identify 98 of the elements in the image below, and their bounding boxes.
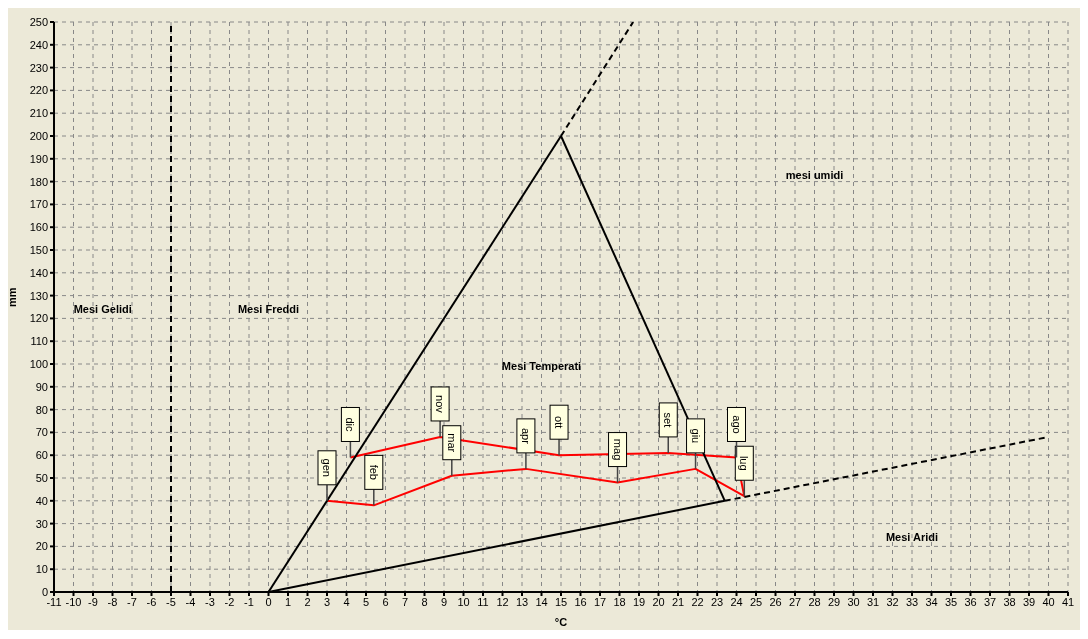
annotation: giu — [689, 428, 702, 444]
y-tick-label: 80 — [35, 403, 48, 416]
annotation: ago — [730, 415, 743, 434]
x-tick-label: 4 — [343, 595, 350, 608]
x-tick-label: 10 — [457, 595, 470, 608]
y-tick-label: 140 — [29, 266, 48, 279]
x-tick-label: 40 — [1042, 595, 1055, 608]
x-tick-label: 37 — [983, 595, 997, 608]
x-tick-label: -8 — [107, 595, 118, 608]
x-tick-label: 8 — [421, 595, 428, 608]
y-tick-label: 40 — [35, 494, 48, 507]
y-tick-label: 250 — [29, 15, 48, 28]
x-axis-title: °C — [554, 616, 568, 628]
x-tick-label: 25 — [749, 595, 763, 608]
y-tick-label: 120 — [29, 312, 48, 325]
x-tick-label: 19 — [632, 595, 646, 608]
x-tick-label: 21 — [671, 595, 685, 608]
y-tick-label: 200 — [29, 129, 48, 142]
x-tick-label: -10 — [65, 595, 82, 608]
annotation: Mesi Aridi — [885, 531, 939, 544]
y-tick-label: 100 — [29, 357, 48, 370]
x-tick-label: -6 — [146, 595, 157, 608]
x-tick-label: 22 — [691, 595, 704, 608]
x-tick-label: 29 — [827, 595, 841, 608]
y-tick-label: 240 — [29, 38, 48, 51]
x-tick-label: 14 — [535, 595, 548, 608]
annotation: dic — [344, 417, 357, 433]
x-tick-label: 9 — [440, 595, 448, 608]
x-tick-label: -1 — [244, 595, 254, 608]
annotation: Mesi Temperati — [501, 360, 582, 373]
x-tick-label: 15 — [554, 595, 568, 608]
annotation: Mesi Freddi — [237, 303, 300, 316]
x-tick-label: 12 — [496, 595, 509, 608]
x-tick-label: 38 — [1003, 595, 1016, 608]
annotation: lug — [738, 455, 751, 471]
annotation: mar — [445, 433, 458, 453]
x-tick-label: 41 — [1061, 595, 1075, 608]
x-tick-label: 2 — [304, 595, 311, 608]
x-tick-label: 28 — [808, 595, 821, 608]
annotation: gen — [321, 458, 333, 477]
x-tick-label: -11 — [46, 595, 62, 608]
x-tick-label: 0 — [265, 595, 272, 608]
x-tick-label: 30 — [847, 595, 860, 608]
x-tick-label: 23 — [710, 595, 724, 608]
x-tick-label: 16 — [574, 595, 587, 608]
x-tick-label: -2 — [224, 595, 235, 608]
y-tick-label: 190 — [29, 152, 48, 165]
y-tick-label: 0 — [41, 585, 48, 598]
y-tick-label: 230 — [29, 61, 48, 74]
annotation: apr — [519, 427, 532, 445]
y-tick-label: 110 — [30, 335, 48, 348]
x-tick-label: 26 — [769, 595, 782, 608]
x-tick-label: -9 — [88, 595, 98, 608]
x-tick-label: 6 — [382, 595, 389, 608]
x-tick-label: 3 — [323, 595, 331, 608]
y-tick-label: 210 — [29, 107, 48, 120]
x-tick-label: 18 — [613, 595, 626, 608]
y-tick-label: 180 — [29, 175, 48, 188]
x-tick-label: 34 — [925, 595, 938, 608]
x-tick-label: 7 — [401, 595, 409, 608]
x-tick-label: -7 — [127, 595, 137, 608]
annotation: mesi umidi — [785, 168, 844, 181]
x-tick-label: 13 — [515, 595, 529, 608]
y-tick-label: 10 — [35, 563, 48, 576]
y-tick-label: 20 — [35, 540, 48, 553]
x-tick-label: 27 — [788, 595, 802, 608]
y-tick-label: 160 — [29, 221, 48, 234]
y-tick-label: 130 — [29, 289, 48, 302]
annotation: nov — [434, 395, 447, 414]
x-tick-label: 24 — [730, 595, 743, 608]
x-tick-label: -4 — [185, 595, 196, 608]
annotation: set — [662, 412, 675, 428]
x-tick-label: 20 — [652, 595, 665, 608]
y-axis-title: mm — [5, 287, 18, 307]
y-tick-label: 50 — [35, 471, 48, 484]
x-tick-label: 1 — [284, 595, 292, 608]
y-tick-label: 30 — [35, 517, 48, 530]
y-tick-label: 90 — [35, 380, 48, 393]
x-tick-label: 11 — [477, 595, 489, 608]
x-tick-label: 36 — [964, 595, 977, 608]
y-tick-label: 70 — [35, 426, 48, 439]
y-tick-label: 150 — [29, 243, 48, 256]
annotation: mag — [611, 438, 624, 461]
x-tick-label: 32 — [886, 595, 899, 608]
x-tick-label: -3 — [205, 595, 215, 608]
y-tick-label: 220 — [29, 84, 48, 97]
x-tick-label: 31 — [866, 595, 880, 608]
x-tick-label: 5 — [362, 595, 370, 608]
y-tick-label: 170 — [29, 198, 48, 211]
x-tick-label: 35 — [944, 595, 958, 608]
annotation: ott — [553, 416, 566, 429]
x-tick-label: 39 — [1022, 595, 1036, 608]
x-tick-label: -5 — [166, 595, 176, 608]
x-tick-label: 17 — [593, 595, 607, 608]
annotation: Mesi Gelidi — [73, 303, 132, 316]
x-tick-label: 33 — [905, 595, 919, 608]
annotation: feb — [367, 464, 380, 481]
y-tick-label: 60 — [35, 449, 48, 462]
